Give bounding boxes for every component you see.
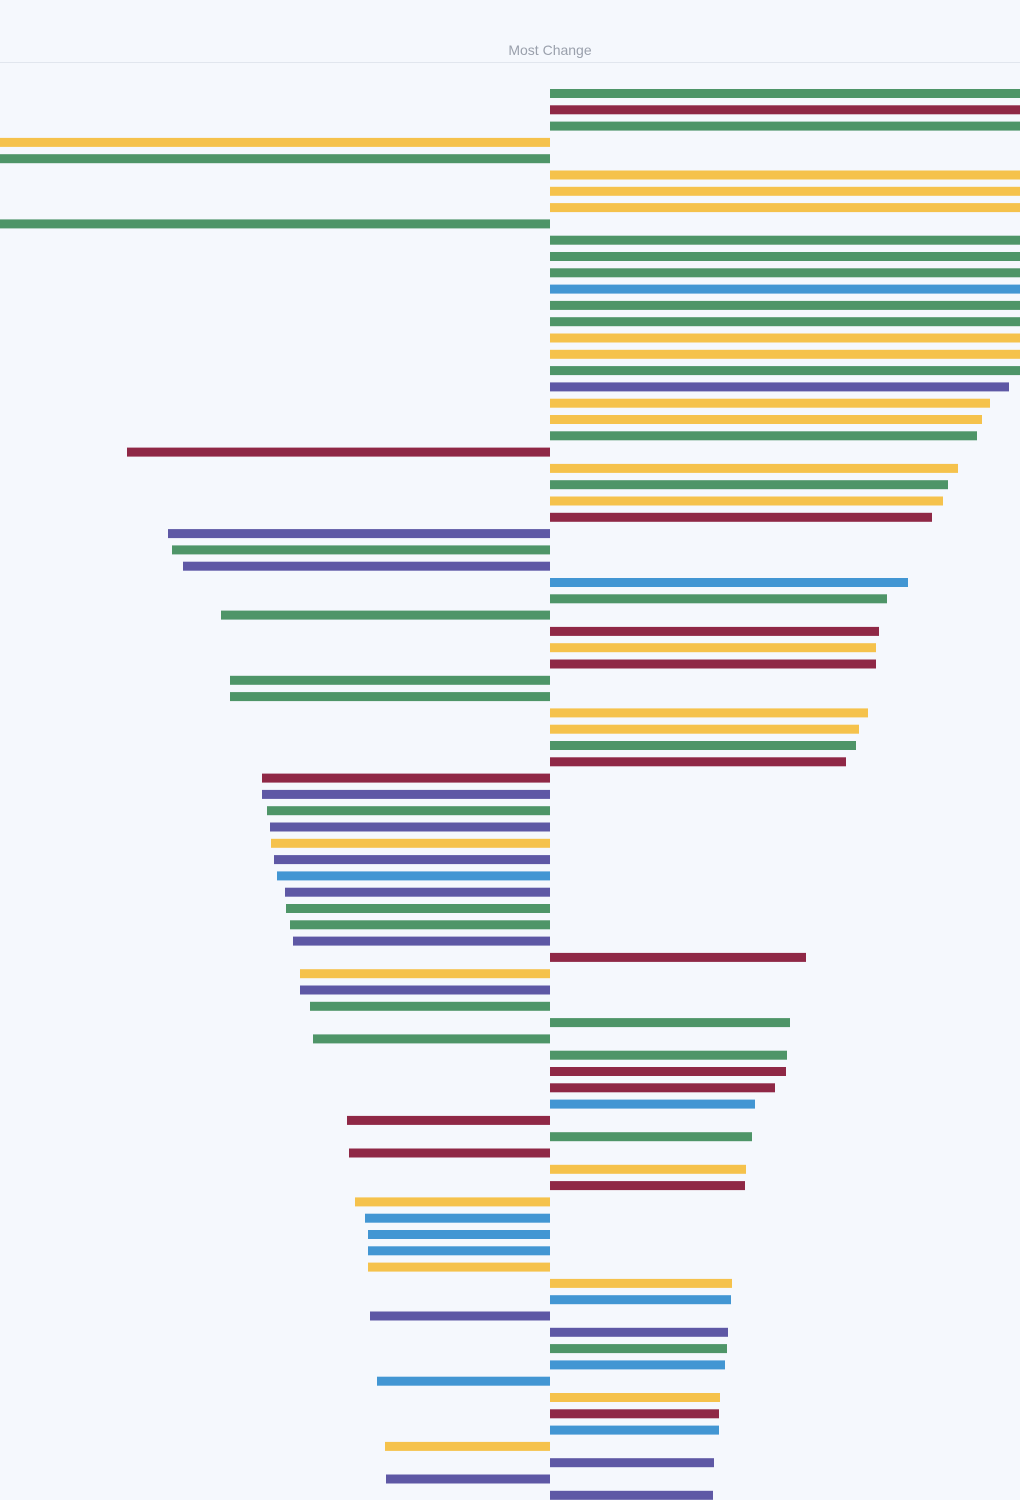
bar-75 — [370, 1311, 550, 1321]
bar-9 — [550, 235, 1020, 245]
bar-80 — [550, 1393, 720, 1402]
bar-60 — [550, 1067, 786, 1076]
bar-28 — [172, 545, 550, 555]
bar-81 — [550, 1409, 719, 1419]
bar-53 — [550, 952, 806, 962]
bar-61 — [550, 1083, 775, 1093]
bar-15 — [550, 333, 1020, 343]
bar-52 — [293, 936, 550, 946]
bar-46 — [271, 838, 550, 848]
bar-34 — [550, 643, 876, 653]
bar-85 — [386, 1474, 550, 1484]
bar-66 — [550, 1164, 746, 1174]
bar-71 — [368, 1246, 550, 1256]
bar-39 — [550, 724, 859, 734]
bar-21 — [550, 431, 977, 441]
bar-77 — [550, 1344, 727, 1354]
bar-43 — [262, 789, 550, 799]
bar-1 — [550, 105, 1020, 115]
bar-2 — [550, 121, 1020, 131]
bar-57 — [550, 1018, 790, 1028]
bar-79 — [377, 1376, 550, 1386]
bar-26 — [550, 512, 932, 522]
bar-49 — [285, 887, 550, 897]
bar-86 — [550, 1490, 713, 1500]
bar-5 — [550, 170, 1020, 180]
bar-27 — [168, 529, 550, 539]
bar-24 — [550, 480, 948, 490]
bar-72 — [368, 1262, 550, 1272]
bar-70 — [368, 1230, 550, 1239]
bar-8 — [0, 219, 550, 229]
bar-54 — [300, 969, 550, 979]
bar-6 — [550, 186, 1020, 196]
bar-64 — [550, 1132, 752, 1142]
bar-35 — [550, 659, 876, 669]
bar-13 — [550, 300, 1020, 310]
chart-title: Most Change — [508, 42, 592, 58]
bar-67 — [550, 1181, 745, 1191]
bar-65 — [349, 1148, 550, 1158]
bar-62 — [550, 1099, 755, 1109]
bar-73 — [550, 1278, 732, 1288]
bar-74 — [550, 1295, 731, 1305]
bar-4 — [0, 154, 550, 164]
bar-31 — [550, 594, 887, 604]
bar-38 — [550, 708, 868, 718]
bar-47 — [274, 855, 550, 865]
bar-17 — [550, 366, 1020, 376]
bar-19 — [550, 398, 990, 408]
bar-50 — [286, 904, 550, 913]
bar-12 — [550, 284, 1020, 294]
bar-56 — [310, 1001, 550, 1011]
bar-48 — [277, 871, 550, 881]
bar-14 — [550, 317, 1020, 327]
bar-20 — [550, 415, 982, 424]
title-divider — [0, 62, 1020, 63]
bar-45 — [270, 822, 550, 832]
bar-69 — [365, 1213, 550, 1223]
bar-84 — [550, 1458, 714, 1468]
bar-51 — [290, 920, 550, 930]
bar-59 — [550, 1050, 787, 1060]
bar-32 — [221, 610, 550, 620]
bar-25 — [550, 496, 943, 506]
bar-30 — [550, 578, 908, 587]
bar-22 — [127, 447, 550, 457]
bar-10 — [550, 252, 1020, 261]
bar-29 — [183, 561, 550, 571]
bar-55 — [300, 985, 550, 995]
bar-37 — [230, 692, 550, 702]
bar-11 — [550, 268, 1020, 278]
bar-16 — [550, 349, 1020, 359]
bar-68 — [355, 1197, 550, 1207]
bar-23 — [550, 463, 958, 473]
bar-33 — [550, 626, 879, 636]
bar-41 — [550, 757, 846, 767]
bar-42 — [262, 773, 550, 783]
bar-83 — [385, 1441, 550, 1451]
bar-58 — [313, 1034, 550, 1044]
bar-36 — [230, 675, 550, 685]
bar-0 — [550, 89, 1020, 98]
bar-63 — [347, 1115, 550, 1125]
bar-76 — [550, 1327, 728, 1337]
bar-82 — [550, 1425, 719, 1435]
bar-44 — [267, 806, 550, 816]
bar-3 — [0, 137, 550, 147]
bar-18 — [550, 382, 1009, 392]
bar-40 — [550, 741, 856, 750]
bar-78 — [550, 1360, 725, 1370]
bar-7 — [550, 203, 1020, 213]
